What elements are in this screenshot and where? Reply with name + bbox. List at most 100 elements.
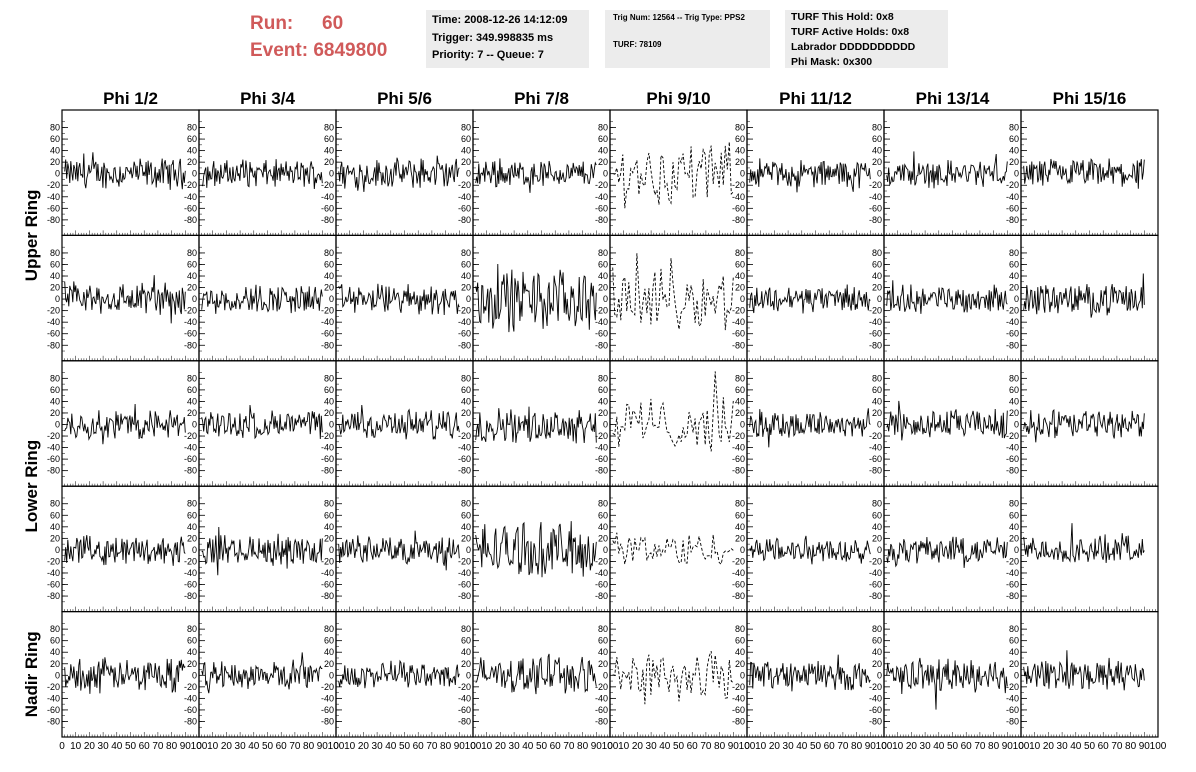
y-tick-label: 20 xyxy=(461,283,471,293)
waveform-line xyxy=(749,654,871,692)
x-tick-label: 40 xyxy=(248,741,260,752)
y-tick-label: 20 xyxy=(50,659,60,669)
y-tick-label: 0 xyxy=(1014,670,1019,680)
waveform-line xyxy=(201,526,323,576)
y-tick-label: -40 xyxy=(458,317,471,327)
y-tick-label: 20 xyxy=(1009,659,1019,669)
y-tick-label: -20 xyxy=(47,682,60,692)
waveform-line xyxy=(749,284,871,314)
y-tick-label: 60 xyxy=(461,259,471,269)
y-tick-label: -40 xyxy=(732,317,745,327)
y-tick-label: 20 xyxy=(598,533,608,543)
waveform-line xyxy=(749,535,871,565)
y-tick-label: -20 xyxy=(869,306,882,316)
y-tick-label: 0 xyxy=(192,294,197,304)
y-tick-label: -60 xyxy=(184,329,197,339)
x-tick-label: 80 xyxy=(166,741,178,752)
y-tick-label: -80 xyxy=(321,340,334,350)
y-tick-label: 80 xyxy=(735,248,745,258)
y-tick-label: -80 xyxy=(732,215,745,225)
y-tick-label: -80 xyxy=(321,466,334,476)
y-tick-label: -20 xyxy=(595,180,608,190)
x-tick-label: 0 xyxy=(881,741,887,752)
y-tick-label: -20 xyxy=(321,556,334,566)
y-tick-label: -40 xyxy=(732,568,745,578)
waveform-line xyxy=(475,406,597,444)
y-tick-label: -60 xyxy=(1006,580,1019,590)
y-tick-label: -40 xyxy=(1006,443,1019,453)
y-tick-label: -20 xyxy=(732,306,745,316)
y-tick-label: 80 xyxy=(324,248,334,258)
y-tick-label: 40 xyxy=(1009,271,1019,281)
y-tick-label: 20 xyxy=(735,659,745,669)
y-tick-label: -40 xyxy=(595,568,608,578)
y-tick-label: 40 xyxy=(1009,146,1019,156)
x-tick-label: 90 xyxy=(865,741,877,752)
panel-frame xyxy=(1020,360,1159,487)
y-tick-label: -20 xyxy=(458,180,471,190)
x-tick-label: 0 xyxy=(1018,741,1024,752)
y-tick-label: -20 xyxy=(1006,180,1019,190)
y-tick-label: -20 xyxy=(458,431,471,441)
x-tick-label: 80 xyxy=(1125,741,1137,752)
y-tick-label: -80 xyxy=(732,591,745,601)
turf-num-text: TURF: 78109 xyxy=(613,40,662,49)
y-tick-label: -40 xyxy=(184,568,197,578)
y-tick-label: -20 xyxy=(47,431,60,441)
y-tick-label: 20 xyxy=(324,408,334,418)
column-header: Phi 13/14 xyxy=(916,89,990,108)
y-tick-label: 0 xyxy=(740,670,745,680)
y-tick-label: -40 xyxy=(184,443,197,453)
y-tick-label: 0 xyxy=(329,545,334,555)
y-tick-label: 20 xyxy=(324,283,334,293)
x-tick-label: 20 xyxy=(221,741,233,752)
y-tick-label: -60 xyxy=(458,705,471,715)
waveform-line xyxy=(612,253,734,331)
y-tick-label: 0 xyxy=(603,670,608,680)
y-tick-label: 80 xyxy=(461,373,471,383)
waveform-line xyxy=(612,532,734,566)
x-tick-label: 10 xyxy=(892,741,904,752)
y-tick-label: -20 xyxy=(595,431,608,441)
y-tick-label: -20 xyxy=(47,306,60,316)
y-tick-label: 60 xyxy=(1009,259,1019,269)
y-tick-label: -80 xyxy=(595,340,608,350)
y-tick-label: 60 xyxy=(50,636,60,646)
y-tick-label: -40 xyxy=(595,693,608,703)
y-tick-label: -20 xyxy=(869,556,882,566)
y-tick-label: 40 xyxy=(50,522,60,532)
y-tick-label: -40 xyxy=(1006,317,1019,327)
y-tick-label: 20 xyxy=(187,283,197,293)
x-tick-label: 30 xyxy=(98,741,110,752)
column-header: Phi 1/2 xyxy=(103,89,158,108)
waveform-line xyxy=(1023,409,1145,443)
waveform-line xyxy=(201,404,323,440)
y-tick-label: 40 xyxy=(324,522,334,532)
panel-frame xyxy=(198,234,337,362)
y-tick-label: 40 xyxy=(735,522,745,532)
x-tick-label: 70 xyxy=(152,741,164,752)
y-tick-label: 0 xyxy=(1014,294,1019,304)
y-tick-label: -80 xyxy=(184,591,197,601)
x-tick-label: 90 xyxy=(591,741,603,752)
y-tick-label: 40 xyxy=(598,396,608,406)
y-tick-label: -60 xyxy=(47,705,60,715)
y-tick-label: -80 xyxy=(732,716,745,726)
waveform-line xyxy=(201,652,323,694)
y-tick-label: -40 xyxy=(869,693,882,703)
y-tick-label: -80 xyxy=(458,466,471,476)
waveform-line xyxy=(886,151,1008,189)
x-tick-label: 30 xyxy=(1057,741,1069,752)
x-tick-label: 20 xyxy=(84,741,96,752)
y-tick-label: -20 xyxy=(184,306,197,316)
y-tick-label: 40 xyxy=(461,146,471,156)
y-tick-label: -80 xyxy=(1006,591,1019,601)
y-tick-label: -40 xyxy=(321,317,334,327)
x-tick-label: 100 xyxy=(602,741,619,752)
y-tick-label: 80 xyxy=(872,624,882,634)
turf-hold-text: TURF This Hold: 0x8 xyxy=(791,11,894,23)
y-tick-label: 0 xyxy=(877,294,882,304)
waveform-line xyxy=(475,263,597,333)
y-tick-label: -80 xyxy=(869,340,882,350)
y-tick-label: -60 xyxy=(47,580,60,590)
